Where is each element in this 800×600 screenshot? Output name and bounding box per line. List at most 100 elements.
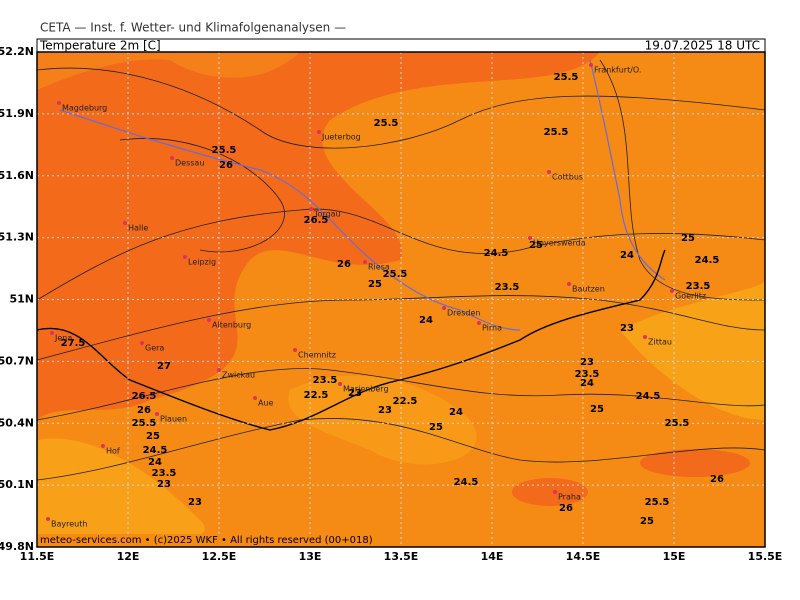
lon-label: 14E (481, 550, 504, 563)
lon-label: 15E (663, 550, 686, 563)
city-label: Bayreuth (51, 520, 87, 529)
city-marker (309, 207, 313, 211)
city-marker (567, 282, 571, 286)
parameter: Temperature 2m [C] (39, 39, 161, 53)
lat-label: 51.9N (0, 107, 34, 120)
lat-label: 49.8N (0, 540, 34, 553)
contour-label: 25.5 (132, 418, 157, 429)
lon-label: 12E (117, 550, 140, 563)
city-marker (317, 130, 321, 134)
city-marker (363, 260, 367, 264)
city-marker (101, 444, 105, 448)
city-marker (643, 335, 647, 339)
border (37, 249, 666, 431)
lon-label: 12.5E (202, 550, 237, 563)
lat-label: 50.4N (0, 416, 34, 429)
contour-label: 25.5 (544, 127, 569, 138)
contour-label: 25 (429, 422, 443, 433)
city-label: Jueterbog (321, 133, 361, 142)
institute: CETA — Inst. f. Wetter- und Klimafolgena… (40, 21, 346, 35)
warm-region (37, 52, 600, 420)
lon-label: 11.5E (20, 550, 55, 563)
contour-label: 23 (157, 479, 171, 490)
cool-region (37, 438, 206, 547)
temp-region (37, 52, 300, 90)
city-label: Halle (128, 224, 148, 233)
contour-label: 26 (337, 259, 351, 270)
contour-label: 25.5 (665, 418, 690, 429)
contour-label: 26.5 (132, 391, 157, 402)
contour-label: 26 (219, 160, 233, 171)
city-label: Pirna (482, 324, 502, 333)
city-label: Cottbus (552, 173, 583, 182)
city-label: Bautzen (572, 285, 605, 294)
isotherms (37, 59, 765, 481)
city-label: Torgau (313, 210, 341, 219)
contour-label: 23.5 (152, 468, 177, 479)
contour-label: 23 (378, 405, 392, 416)
city-label: Chemnitz (298, 351, 336, 360)
city-marker (293, 348, 297, 352)
cool-region (620, 280, 765, 420)
lat-label: 52.2N (0, 45, 34, 58)
city-marker (547, 170, 551, 174)
contour-label: 25 (368, 279, 382, 290)
city-label: Altenburg (212, 321, 251, 330)
lat-label: 51N (9, 293, 34, 306)
city-marker (155, 412, 159, 416)
cool-region (288, 375, 477, 465)
contour-label: 25 (146, 431, 160, 442)
contour-label: 23 (620, 323, 634, 334)
city-label: Dessau (175, 159, 204, 168)
warm-region (640, 449, 750, 477)
city-marker (553, 490, 557, 494)
contour-label: 22.5 (304, 390, 329, 401)
contour-label: 23.5 (686, 281, 711, 292)
city-marker (528, 236, 532, 240)
city-label: Riesa (368, 263, 390, 272)
lat-label: 51.3N (0, 231, 34, 244)
contour-label: 27 (157, 361, 171, 372)
city-marker (338, 382, 342, 386)
contour-label: 26 (710, 474, 724, 485)
footer-bg (38, 534, 373, 546)
city-label: Marienberg (343, 385, 389, 394)
contour-label: 22.5 (393, 396, 418, 407)
contour-label: 25.5 (554, 72, 579, 83)
contour-label: 24 (148, 457, 162, 468)
contour-label: 26 (559, 503, 573, 514)
contour-label: 24 (419, 315, 433, 326)
contour-label: 24 (580, 378, 594, 389)
contour-label: 23.5 (575, 369, 600, 380)
contour-label: 25.5 (645, 497, 670, 508)
contour-label: 24.5 (695, 255, 720, 266)
lon-label: 13.5E (384, 550, 419, 563)
city-label: Magdeburg (62, 104, 107, 113)
contour-label: 25.5 (374, 118, 399, 129)
city-marker (442, 306, 446, 310)
city-marker (217, 368, 221, 372)
contour-label: 24.5 (454, 477, 479, 488)
city-label: Dresden (447, 309, 480, 318)
city-label: Zwickau (222, 371, 255, 380)
contour-label: 23.5 (313, 375, 338, 386)
city-marker (183, 255, 187, 259)
city-label: Goerlitz (675, 292, 706, 301)
city-label: Plauen (160, 415, 187, 424)
contour-label: 26 (137, 405, 151, 416)
lat-label: 50.7N (0, 354, 34, 367)
contour-label: 25 (590, 404, 604, 415)
city-label: Hoyerswerda (533, 239, 586, 248)
city-label: Leipzig (188, 258, 216, 267)
contour-label: 24 (449, 407, 463, 418)
contour-label: 25.5 (212, 145, 237, 156)
city-marker (477, 321, 481, 325)
contour-label: 23 (188, 497, 202, 508)
contour-label: 25.5 (383, 269, 408, 280)
city-label: Aue (258, 399, 274, 408)
city-label: Hof (106, 447, 120, 456)
city-marker (207, 318, 211, 322)
contour-label: 23 (348, 388, 362, 399)
frame (36, 51, 766, 548)
